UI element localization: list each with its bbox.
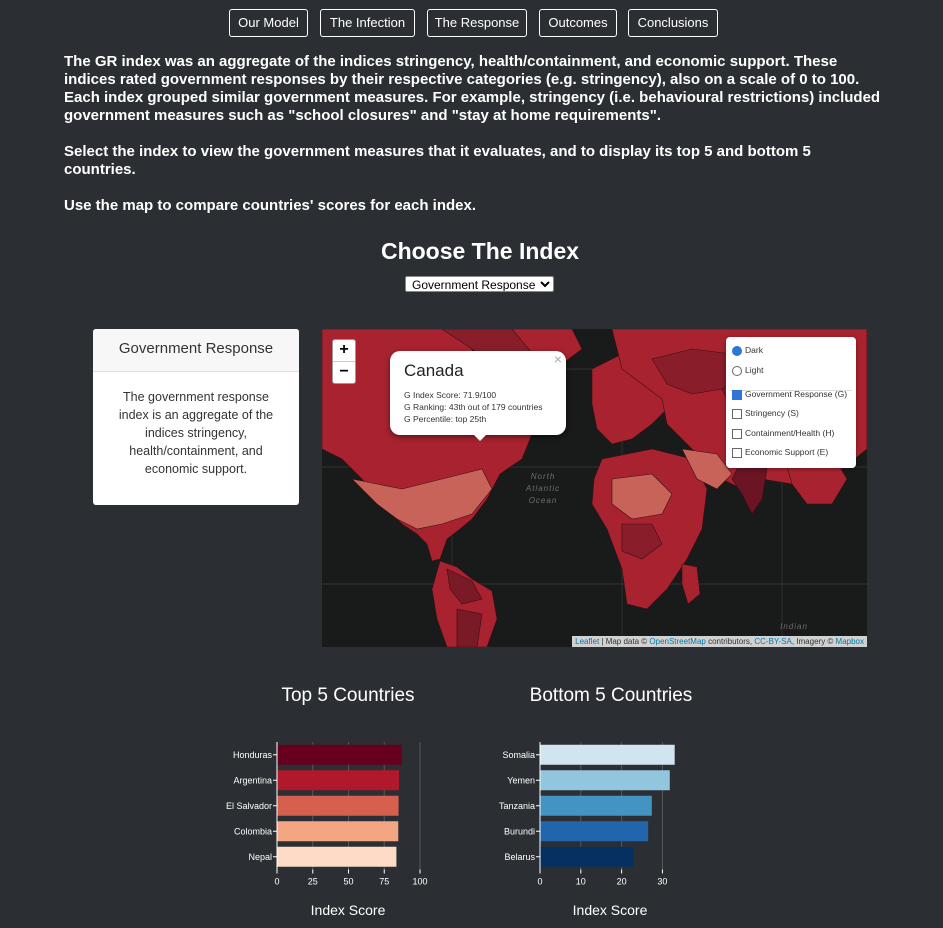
layer-containment-label: Containment/Health (H) — [745, 428, 835, 438]
nav-the-response-button[interactable]: The Response — [427, 9, 527, 37]
y-tick-label: Honduras — [233, 750, 273, 760]
x-tick-label: 30 — [657, 877, 667, 887]
y-tick-label: Yemen — [507, 775, 535, 785]
bottom5-chart-title: Bottom 5 Countries — [529, 685, 693, 706]
bottom5-chart: Somalia Yemen Tanzania Burundi Belarus 0 10 20 3… — [499, 742, 675, 887]
layer-dark-label: Dark — [745, 345, 763, 355]
nav-the-infection-button[interactable]: The Infection — [320, 9, 415, 37]
layer-divider — [730, 390, 852, 391]
checkbox-unchecked-icon[interactable] — [732, 447, 742, 458]
top-nav: Our Model The Infection The Response Out… — [0, 9, 943, 39]
y-tick-label: Somalia — [502, 750, 535, 760]
popup-close-icon[interactable]: × — [553, 351, 562, 367]
layer-light-radio[interactable]: Light — [732, 364, 763, 376]
y-tick-label: Argentina — [233, 775, 272, 785]
bar — [277, 846, 397, 867]
top5-chart: Honduras Argentina El Salvador Colombia Nepa… — [226, 742, 428, 887]
popup-title: Canada — [404, 361, 464, 380]
y-tick-label: Colombia — [234, 826, 272, 836]
radio-checked-icon[interactable] — [732, 345, 742, 356]
attribution-text-1: | Map data © — [599, 637, 650, 646]
country-popup: × Canada G Index Score: 71.9/100 G Ranki… — [390, 351, 566, 441]
layer-light-label: Light — [745, 365, 764, 375]
layer-government-checkbox[interactable]: Government Response (G) — [732, 388, 847, 400]
mapbox-link[interactable]: Mapbox — [835, 637, 864, 646]
x-tick-label: 25 — [308, 877, 318, 887]
nav-outcomes-button[interactable]: Outcomes — [539, 9, 617, 37]
bar — [540, 846, 634, 867]
leaflet-link[interactable]: Leaflet — [575, 637, 600, 646]
popup-tip — [472, 433, 488, 441]
intro-text: The GR index was an aggregate of the ind… — [64, 53, 884, 233]
attribution-text-3: , Imagery © — [791, 637, 836, 646]
y-tick-label: Tanzania — [499, 801, 535, 811]
x-tick-label: 0 — [537, 877, 542, 887]
x-tick-label: 75 — [379, 877, 389, 887]
y-tick-label: Nepal — [248, 852, 272, 862]
radio-unchecked-icon[interactable] — [732, 365, 742, 376]
popup-score: G Index Score: 71.9/100 — [404, 390, 497, 400]
layer-economic-label: Economic Support (E) — [745, 447, 829, 457]
world-map[interactable]: North Atlantic Ocean Indian + − × Canada… — [322, 329, 867, 647]
bar — [277, 795, 399, 816]
indian-ocean-label: Indian — [780, 622, 808, 631]
bar — [540, 821, 649, 842]
intro-paragraph-3: Use the map to compare countries' scores… — [64, 197, 477, 214]
x-tick-label: 20 — [617, 877, 627, 887]
checkbox-unchecked-icon[interactable] — [732, 428, 742, 439]
ocean-label: North Atlantic Ocean — [525, 472, 561, 505]
zoom-control: + − — [332, 339, 356, 384]
x-tick-label: 50 — [343, 877, 353, 887]
popup-ranking: G Ranking: 43th out of 179 countries — [404, 402, 543, 412]
checkbox-checked-icon[interactable] — [732, 389, 742, 400]
bar — [277, 744, 402, 765]
index-description-card: Government Response The government respo… — [93, 329, 299, 505]
card-body: The government response index is an aggr… — [118, 390, 274, 476]
y-tick-label: El Salvador — [226, 801, 272, 811]
x-tick-label: 10 — [576, 877, 586, 887]
layer-economic-checkbox[interactable]: Economic Support (E) — [732, 446, 828, 458]
layer-stringency-label: Stringency (S) — [745, 408, 799, 418]
choose-index-title: Choose The Index — [380, 238, 580, 264]
osm-link[interactable]: OpenStreetMap — [649, 637, 706, 646]
popup-percentile: G Percentile: top 25th — [404, 414, 487, 424]
cc-link[interactable]: CC-BY-SA — [754, 637, 792, 646]
attribution-text-2: contributors, — [705, 637, 755, 646]
layer-control: Dark Light Government Response (G) Strin… — [726, 337, 856, 468]
intro-paragraph-2: Select the index to view the government … — [64, 143, 811, 178]
intro-paragraph-1: The GR index was an aggregate of the ind… — [64, 53, 881, 124]
checkbox-unchecked-icon[interactable] — [732, 408, 742, 419]
layer-containment-checkbox[interactable]: Containment/Health (H) — [732, 427, 834, 439]
top5-x-axis-title: Index Score — [310, 902, 386, 918]
bar — [540, 770, 670, 791]
y-tick-label: Belarus — [504, 852, 535, 862]
layer-dark-radio[interactable]: Dark — [732, 344, 763, 356]
top5-chart-title: Top 5 Countries — [281, 685, 415, 706]
bar — [540, 795, 652, 816]
layer-stringency-checkbox[interactable]: Stringency (S) — [732, 407, 799, 419]
bar — [277, 821, 399, 842]
bar — [277, 770, 399, 791]
layer-government-label: Government Response (G) — [745, 389, 848, 399]
zoom-out-button[interactable]: − — [339, 363, 349, 380]
y-tick-label: Burundi — [504, 826, 535, 836]
index-select[interactable]: Government Response — [405, 276, 554, 292]
bar — [540, 744, 675, 765]
x-tick-label: 0 — [274, 877, 279, 887]
x-tick-label: 100 — [412, 877, 427, 887]
nav-conclusions-button[interactable]: Conclusions — [628, 9, 718, 37]
map-attribution: Leaflet | Map data © OpenStreetMap contr… — [572, 636, 867, 647]
nav-our-model-button[interactable]: Our Model — [229, 9, 308, 37]
zoom-in-button[interactable]: + — [333, 340, 355, 362]
bottom5-x-axis-title: Index Score — [572, 902, 648, 918]
card-title: Government Response — [93, 329, 299, 372]
